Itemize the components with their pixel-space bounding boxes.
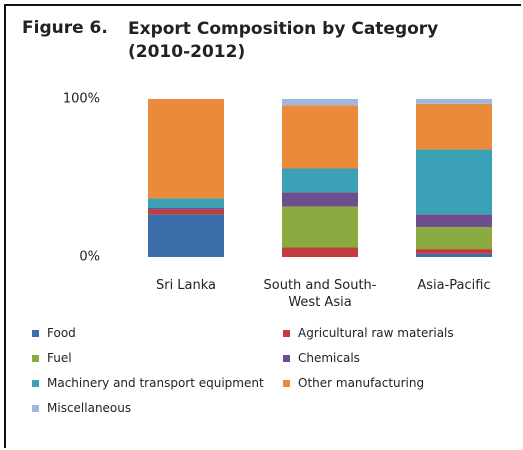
legend-label: Food (47, 326, 76, 340)
legend-entry: Chemicals (283, 351, 360, 365)
legend-label: Miscellaneous (47, 401, 132, 415)
y-tick-label: 100% (63, 92, 100, 107)
bar-segment (282, 247, 358, 257)
bar-segment (282, 168, 358, 193)
bar-segment (282, 192, 358, 207)
legend-swatch (32, 379, 39, 387)
legend-label: Chemicals (298, 351, 360, 365)
bar-segment (416, 253, 492, 257)
bar-segment (148, 99, 224, 199)
figure-label: Figure 6. (22, 18, 108, 38)
legend-swatch (283, 379, 290, 387)
legend-label: Agricultural raw materials (298, 326, 454, 340)
chart-title: Export Composition by Category (2010-201… (128, 19, 439, 62)
y-tick-label: 0% (79, 250, 100, 265)
legend-swatch (283, 329, 290, 337)
bar-segment (416, 214, 492, 227)
bar-segment (416, 249, 492, 254)
legend-label: Other manufacturing (298, 376, 425, 390)
bar-segment (416, 226, 492, 250)
bar-segment (148, 209, 224, 215)
x-tick-label: Asia-Pacific (417, 278, 491, 293)
legend-label: Fuel (47, 351, 72, 365)
legend-swatch (32, 404, 39, 412)
legend-swatch (32, 329, 39, 337)
legend-entry: Food (32, 326, 76, 340)
bar-segment (416, 99, 492, 104)
legend-entry: Miscellaneous (32, 401, 131, 415)
legend-swatch (32, 354, 39, 362)
legend-entry: Fuel (32, 351, 72, 365)
legend-entry: Agricultural raw materials (283, 326, 454, 340)
legend-label: Machinery and transport equipment (47, 376, 264, 390)
legend-swatch (283, 354, 290, 362)
bar-segment (148, 208, 224, 210)
legend-entry: Other manufacturing (283, 376, 424, 390)
bar-segment (416, 103, 492, 150)
x-tick-label: Sri Lanka (155, 278, 217, 293)
bar-segment (282, 206, 358, 248)
bar-segment (282, 105, 358, 169)
bar-segment (416, 149, 492, 215)
legend-entry: Machinery and transport equipment (32, 376, 264, 390)
x-tick-label: South and South-West Asia (263, 278, 377, 310)
bar-segment (148, 198, 224, 209)
bar-segment (282, 99, 358, 106)
frame (4, 4, 521, 448)
bar-segment (148, 214, 224, 257)
